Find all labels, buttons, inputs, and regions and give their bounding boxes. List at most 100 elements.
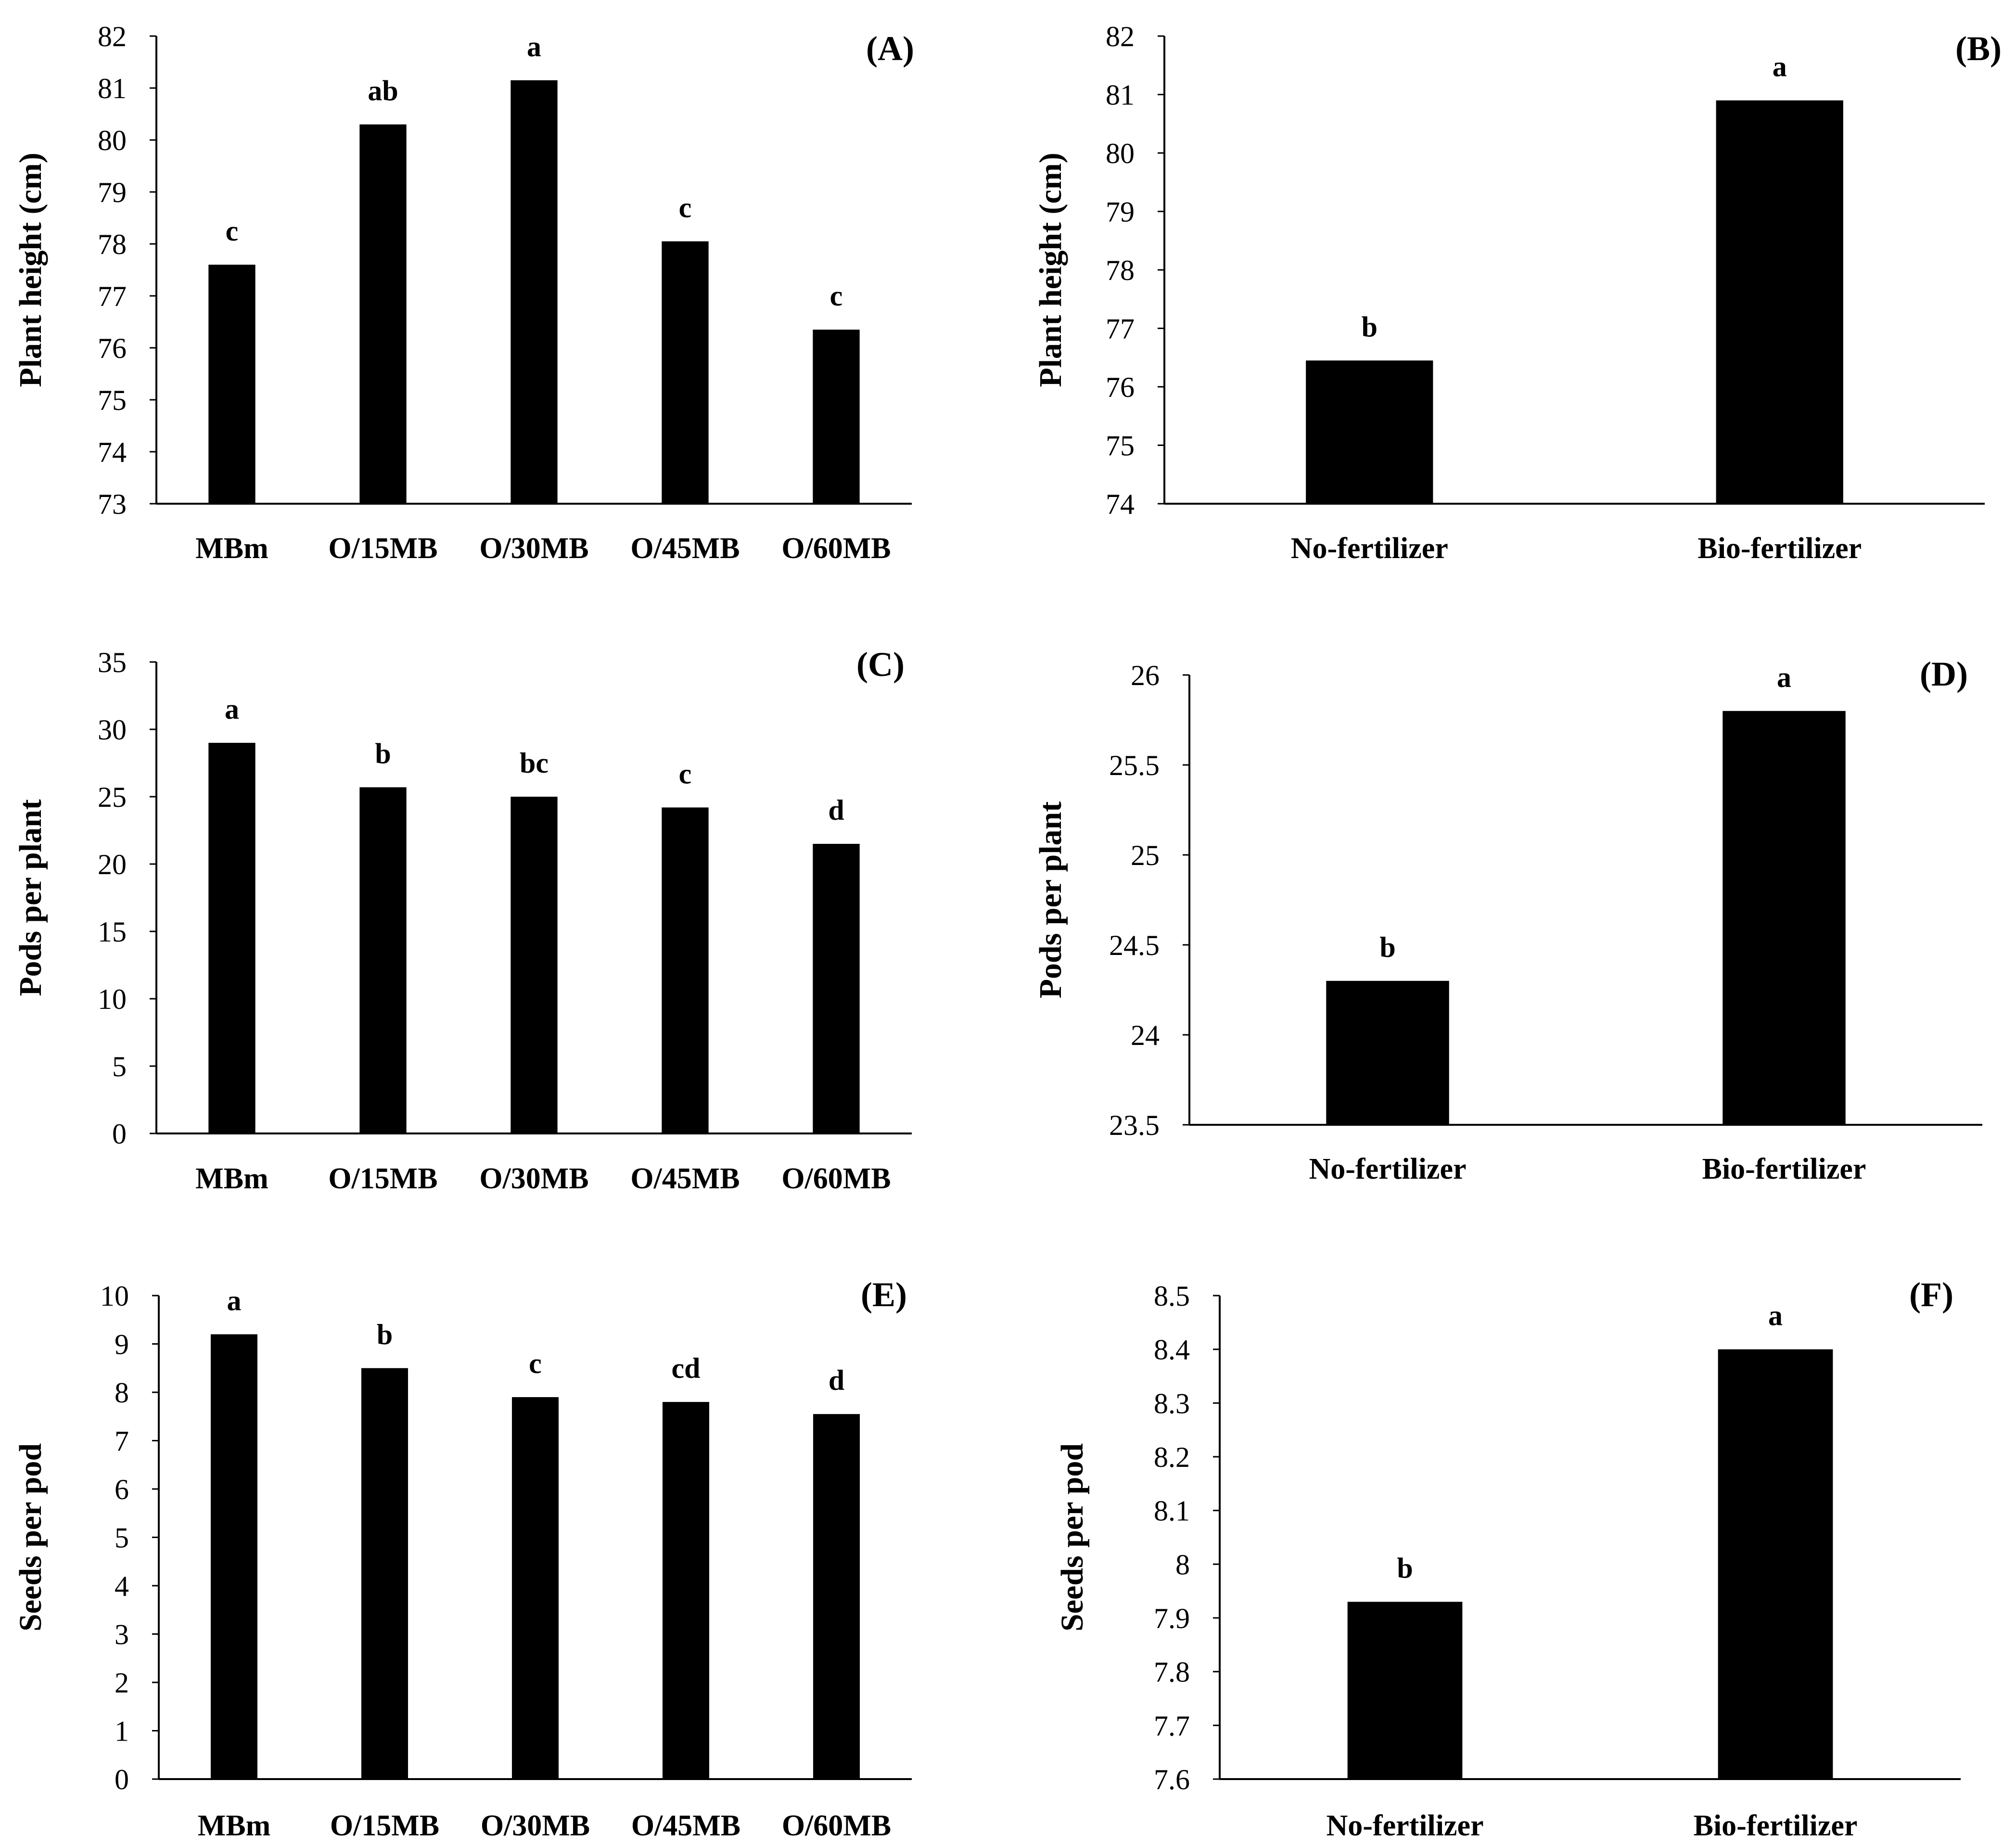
x-category-label: O/60MB bbox=[781, 532, 891, 565]
x-category-label: No-fertilizer bbox=[1291, 532, 1448, 565]
y-tick-label: 7 bbox=[115, 1425, 129, 1457]
y-tick-label: 1 bbox=[115, 1716, 129, 1747]
significance-letter: b bbox=[375, 738, 391, 769]
y-tick-label: 15 bbox=[98, 916, 127, 948]
significance-letter: a bbox=[1773, 51, 1787, 83]
bar bbox=[361, 1368, 408, 1779]
y-tick-label: 8.1 bbox=[1154, 1495, 1190, 1527]
chart-panel-a: 73 74 75 76 77 78 79 80 81 82 c MBm ab O/15MB a O/30MB c… bbox=[13, 21, 914, 565]
chart-panel-f: 7.6 7.7 7.8 7.9 8 8.1 8.2 8.3 8.4 8.5 b No-fertiliz… bbox=[1055, 1275, 1961, 1842]
y-tick-label: 80 bbox=[98, 125, 127, 156]
x-category-label: O/30MB bbox=[479, 532, 588, 565]
significance-letter: b bbox=[377, 1319, 393, 1350]
y-tick-label: 79 bbox=[1106, 196, 1135, 228]
y-tick-label: 8 bbox=[115, 1377, 129, 1409]
y-tick-label: 24 bbox=[1131, 1019, 1160, 1051]
y-tick-label: 10 bbox=[98, 983, 127, 1015]
significance-letter: a bbox=[227, 1285, 242, 1316]
x-category-label: O/60MB bbox=[781, 1162, 891, 1195]
y-tick-label: 0 bbox=[115, 1764, 129, 1795]
y-tick-label: 7.8 bbox=[1154, 1656, 1190, 1688]
bar bbox=[813, 330, 860, 504]
bar bbox=[359, 124, 407, 504]
y-tick-label: 7.7 bbox=[1154, 1710, 1190, 1742]
y-tick-label: 77 bbox=[98, 280, 127, 312]
y-tick-label: 25 bbox=[98, 781, 127, 813]
x-category-label: O/45MB bbox=[630, 1162, 740, 1195]
y-tick-label: 8.2 bbox=[1154, 1441, 1190, 1473]
bar bbox=[1716, 100, 1843, 504]
bar bbox=[511, 1397, 559, 1779]
bar bbox=[1718, 1349, 1833, 1779]
y-tick-label: 82 bbox=[98, 21, 127, 52]
bar bbox=[662, 1402, 710, 1779]
bar bbox=[813, 1414, 860, 1779]
y-tick-label: 25 bbox=[1131, 840, 1160, 871]
x-category-label: No-fertilizer bbox=[1327, 1809, 1484, 1842]
significance-letter: c bbox=[529, 1348, 542, 1379]
x-category-label: MBm bbox=[195, 532, 268, 565]
x-category-label: Bio-fertilizer bbox=[1697, 532, 1862, 565]
significance-letter: cd bbox=[672, 1352, 701, 1384]
y-tick-label: 81 bbox=[98, 73, 127, 104]
y-tick-label: 7.6 bbox=[1154, 1764, 1190, 1795]
x-category-label: O/30MB bbox=[479, 1162, 588, 1195]
y-tick-label: 35 bbox=[98, 647, 127, 678]
significance-letter: d bbox=[829, 1364, 844, 1396]
significance-letter: bc bbox=[520, 747, 549, 779]
panel-label: (E) bbox=[861, 1275, 907, 1314]
significance-letter: c bbox=[830, 280, 843, 312]
y-tick-label: 79 bbox=[98, 177, 127, 208]
y-tick-label: 2 bbox=[115, 1667, 129, 1699]
x-category-label: O/45MB bbox=[631, 1809, 740, 1842]
y-tick-label: 3 bbox=[115, 1619, 129, 1651]
y-tick-label: 77 bbox=[1106, 313, 1135, 345]
y-tick-label: 4 bbox=[115, 1570, 129, 1602]
x-category-label: No-fertilizer bbox=[1309, 1153, 1467, 1185]
panel-label: (D) bbox=[1920, 655, 1968, 693]
x-category-label: MBm bbox=[195, 1162, 268, 1195]
chart-panel-c: 0 5 10 15 20 25 30 35 a MBm b O/15MB bc O/30MB c O/45MB… bbox=[13, 645, 912, 1195]
y-tick-label: 74 bbox=[98, 436, 127, 468]
x-category-label: Bio-fertilizer bbox=[1694, 1809, 1858, 1842]
y-tick-label: 0 bbox=[112, 1118, 127, 1150]
significance-letter: a bbox=[1768, 1300, 1783, 1332]
y-tick-label: 6 bbox=[115, 1474, 129, 1505]
y-tick-label: 76 bbox=[98, 332, 127, 364]
x-category-label: O/15MB bbox=[330, 1809, 439, 1842]
y-tick-label: 26 bbox=[1131, 660, 1160, 691]
significance-letter: a bbox=[225, 693, 239, 725]
y-axis-title: Plant height (cm) bbox=[13, 153, 48, 387]
y-axis-title: Seeds per pod bbox=[13, 1443, 48, 1631]
bar bbox=[359, 787, 407, 1133]
bar bbox=[210, 1334, 258, 1779]
y-tick-label: 30 bbox=[98, 714, 127, 746]
significance-letter: d bbox=[828, 794, 844, 826]
y-tick-label: 8.4 bbox=[1154, 1334, 1190, 1366]
panel-label: (A) bbox=[866, 29, 914, 68]
significance-letter: a bbox=[527, 31, 541, 63]
y-axis-title: Plant height (cm) bbox=[1033, 153, 1068, 387]
y-tick-label: 7.9 bbox=[1154, 1603, 1190, 1634]
bar bbox=[1347, 1602, 1463, 1779]
y-tick-label: 74 bbox=[1106, 488, 1135, 520]
x-category-label: O/15MB bbox=[328, 532, 437, 565]
bar bbox=[662, 241, 709, 504]
y-tick-label: 25.5 bbox=[1109, 750, 1160, 781]
y-tick-label: 8.5 bbox=[1154, 1280, 1190, 1312]
y-axis-title: Pods per plant bbox=[13, 799, 48, 996]
y-tick-label: 75 bbox=[1106, 430, 1135, 462]
significance-letter: b bbox=[1362, 311, 1378, 343]
y-tick-label: 24.5 bbox=[1109, 929, 1160, 961]
significance-letter: c bbox=[226, 215, 239, 247]
x-category-label: O/15MB bbox=[328, 1162, 437, 1195]
y-tick-label: 75 bbox=[98, 384, 127, 416]
significance-letter: b bbox=[1379, 931, 1395, 963]
bar bbox=[510, 80, 558, 504]
y-tick-label: 8.3 bbox=[1154, 1387, 1190, 1419]
chart-panel-d: 23.5 24 24.5 25 25.5 26 b No-fertilizer a Bio-fer… bbox=[1033, 655, 1982, 1185]
y-tick-label: 80 bbox=[1106, 138, 1135, 169]
significance-letter: ab bbox=[368, 75, 398, 107]
x-category-label: O/60MB bbox=[782, 1809, 891, 1842]
